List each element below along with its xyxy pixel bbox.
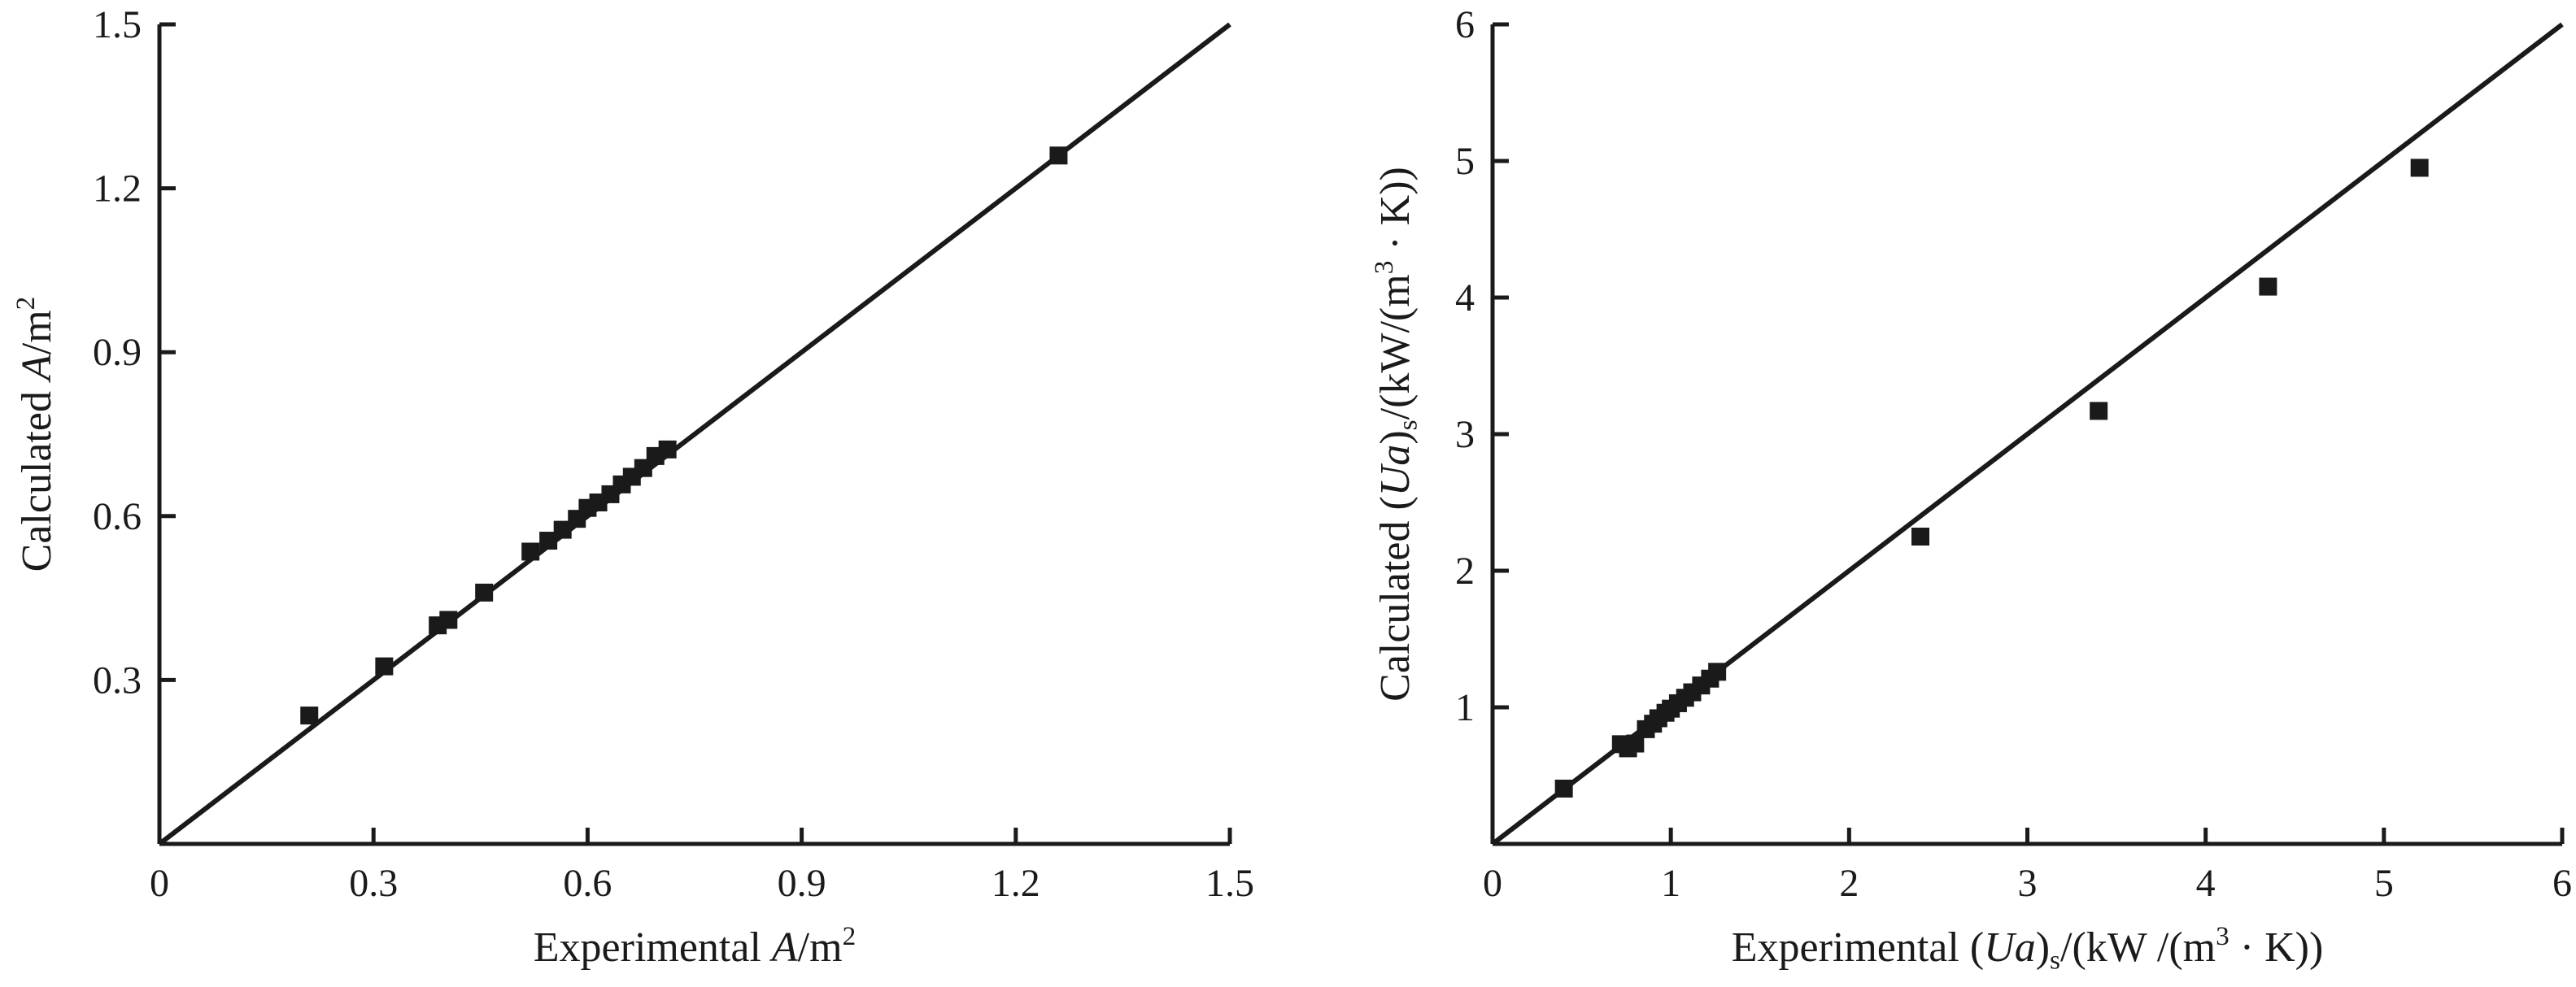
axis-label-part: A bbox=[14, 354, 60, 383]
x-tick-label: 4 bbox=[2196, 862, 2216, 905]
data-point bbox=[2410, 159, 2429, 177]
data-point bbox=[475, 583, 494, 602]
axis-label-part: /(kW /(m bbox=[2060, 924, 2216, 971]
axis-label-part: s bbox=[1393, 420, 1423, 430]
data-point bbox=[1554, 779, 1573, 798]
data-point bbox=[375, 657, 394, 676]
y-tick-label: 6 bbox=[1455, 3, 1475, 46]
data-point bbox=[1708, 663, 1727, 681]
y-axis-label: Calculated (Ua)s/(kW/(m3 · K)) bbox=[1369, 167, 1423, 702]
axis-label-part: A bbox=[769, 924, 798, 971]
data-point bbox=[439, 611, 458, 629]
axis-label-part: 3 bbox=[1369, 261, 1399, 275]
y-tick-label: 5 bbox=[1455, 140, 1475, 183]
x-tick-label: 5 bbox=[2374, 862, 2394, 905]
data-points bbox=[1554, 159, 2429, 798]
data-point bbox=[1911, 528, 1929, 546]
chart-right-area: 0 1 2 3 4 5 6 1 2 3 4 5 6 Experimental (Ua)s/(kW /(m3… bbox=[1269, 0, 2576, 987]
axis-label-part: 2 bbox=[11, 297, 41, 311]
y-tick-label: 2 bbox=[1455, 550, 1475, 593]
axis-label-part: 2 bbox=[843, 921, 856, 951]
x-tick-label: 0 bbox=[1483, 862, 1502, 905]
x-axis-label: Experimental (Ua)s/(kW /(m3 · K)) bbox=[1732, 921, 2324, 975]
data-point bbox=[1626, 734, 1645, 753]
chart-area-left: 0 0.3 0.6 0.9 1.2 1.5 0.3 0.6 0.9 1.2 1.5 Experimen… bbox=[0, 0, 1269, 987]
data-point bbox=[658, 440, 677, 459]
x-tick-label: 2 bbox=[1839, 862, 1859, 905]
data-point bbox=[539, 532, 558, 550]
data-point bbox=[1049, 146, 1068, 165]
x-tick-label: 0 bbox=[150, 862, 169, 905]
axis-label-part: · K)) bbox=[2229, 924, 2324, 971]
axis-label-part: ) bbox=[1372, 430, 1419, 444]
axis-label-part: Experimental bbox=[534, 924, 772, 971]
axis-label-part: s bbox=[2050, 945, 2060, 975]
axis-label-part: /(kW/(m bbox=[1372, 274, 1419, 420]
x-tick-label: 6 bbox=[2552, 862, 2572, 905]
axis-label-part: Ua bbox=[1372, 445, 1419, 497]
y-tick-label: 1.2 bbox=[93, 167, 142, 211]
y-tick-label: 4 bbox=[1455, 276, 1475, 320]
parity-line bbox=[158, 22, 1231, 846]
x-tick-label: 3 bbox=[2018, 862, 2038, 905]
y-tick-label: 0.6 bbox=[93, 495, 142, 538]
axis-label-part: /m bbox=[14, 310, 60, 354]
data-point bbox=[553, 520, 572, 539]
y-tick-label: 0.3 bbox=[93, 659, 142, 702]
data-point bbox=[2259, 277, 2277, 296]
y-tick-label: 3 bbox=[1455, 413, 1475, 456]
x-axis-label: Experimental A/m2 bbox=[534, 921, 856, 971]
y-axis-label: Calculated A/m2 bbox=[11, 297, 60, 572]
x-tick-label: 1 bbox=[1661, 862, 1680, 905]
axis-label-part: 3 bbox=[2216, 921, 2229, 951]
x-tick-label: 1.5 bbox=[1205, 862, 1254, 905]
y-tick-label: 1.5 bbox=[93, 3, 142, 46]
data-point bbox=[521, 542, 540, 561]
axis-label-part: /m bbox=[798, 924, 843, 971]
y-tick-label: 1 bbox=[1455, 686, 1475, 729]
data-points bbox=[300, 146, 1068, 725]
y-tick-label: 0.9 bbox=[93, 331, 142, 374]
x-tick-label: 0.3 bbox=[349, 862, 398, 905]
x-tick-label: 0.6 bbox=[563, 862, 612, 905]
data-point bbox=[300, 707, 319, 725]
axis-label-part: Experimental ( bbox=[1732, 924, 1984, 971]
axis-label-part: Calculated ( bbox=[1372, 496, 1419, 702]
x-tick-label: 0.9 bbox=[778, 862, 826, 905]
axis-label-part: · K)) bbox=[1372, 167, 1419, 261]
data-point bbox=[2090, 402, 2108, 420]
scatter-plot-svg: 0 0.3 0.6 0.9 1.2 1.5 0.3 0.6 0.9 1.2 1.5 Experimen… bbox=[11, 3, 1254, 971]
axis-label-part: ) bbox=[2036, 924, 2050, 971]
axis-label-part: Ua bbox=[1984, 924, 2036, 971]
x-tick-label: 1.2 bbox=[992, 862, 1040, 905]
axis-label-part: Calculated bbox=[14, 380, 60, 572]
